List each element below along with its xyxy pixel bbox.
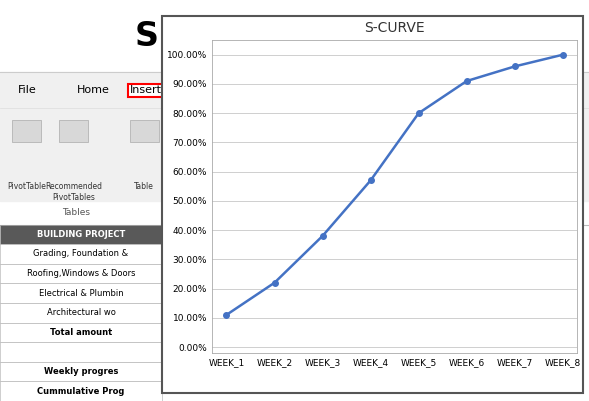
- Text: Home: Home: [77, 85, 110, 95]
- Text: PivotTable: PivotTable: [7, 182, 46, 191]
- Text: Maps: Maps: [435, 182, 455, 191]
- Text: Table: Table: [134, 182, 154, 191]
- Text: View: View: [359, 85, 386, 95]
- Text: ⌕ Search: ⌕ Search: [474, 85, 523, 95]
- Title: S-CURVE: S-CURVE: [365, 21, 425, 35]
- Text: Tables: Tables: [62, 208, 91, 217]
- Text: BUILDING PROJECT: BUILDING PROJECT: [37, 230, 125, 239]
- Text: Grading, Foundation &: Grading, Foundation &: [34, 249, 128, 259]
- Text: Help: Help: [412, 85, 438, 95]
- Text: Weekly progres: Weekly progres: [44, 367, 118, 376]
- Text: Illustrations: Illustrations: [174, 182, 220, 191]
- Text: Total amount: Total amount: [50, 328, 112, 337]
- Text: Architectural wo: Architectural wo: [47, 308, 115, 317]
- Text: Page Layout: Page Layout: [206, 85, 275, 95]
- Text: Review: Review: [294, 85, 335, 95]
- Text: Recommended
PivotTables: Recommended PivotTables: [45, 182, 102, 202]
- Text: S CURVE in Excel: S CURVE in Excel: [135, 20, 454, 53]
- Text: Recommended
Charts: Recommended Charts: [245, 182, 302, 202]
- Text: Insert: Insert: [130, 85, 161, 95]
- Text: Cummulative Prog: Cummulative Prog: [37, 387, 125, 396]
- Text: Roofing,Windows & Doors: Roofing,Windows & Doors: [27, 269, 135, 278]
- Text: File: File: [18, 85, 37, 95]
- Text: PivotChart: PivotChart: [484, 182, 524, 191]
- Text: Electrical & Plumbin: Electrical & Plumbin: [39, 289, 123, 298]
